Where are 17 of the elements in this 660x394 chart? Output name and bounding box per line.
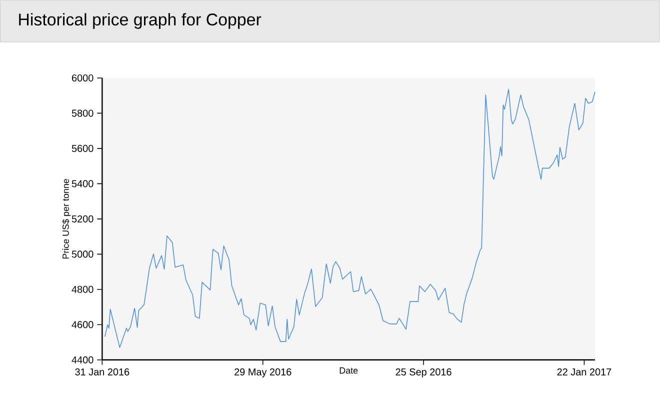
x-tick-label: 25 Sep 2016	[396, 368, 452, 378]
y-axis-title: Price US$ per tonne	[62, 179, 71, 259]
x-tick-label: 31 Jan 2016	[75, 368, 130, 376]
x-tick-label: 29 May 2016	[234, 368, 292, 378]
y-tick-label: 4400	[72, 356, 94, 364]
y-tick-label: 5600	[72, 144, 94, 152]
y-tick-label: 4600	[72, 321, 94, 328]
y-tick-label: 5200	[72, 215, 94, 223]
y-tick-label: 5000	[72, 250, 94, 258]
y-tick-label: 5800	[72, 110, 94, 117]
y-tick-label: 4800	[72, 286, 94, 293]
x-axis-title: Date	[340, 367, 358, 374]
x-tick-label: 22 Jan 2017	[557, 368, 612, 376]
y-tick-label: 5400	[72, 180, 94, 188]
y-tick-label: 6000	[72, 74, 94, 82]
line-series	[104, 88, 596, 348]
chart-title: Historical price graph for Copper	[19, 13, 262, 29]
